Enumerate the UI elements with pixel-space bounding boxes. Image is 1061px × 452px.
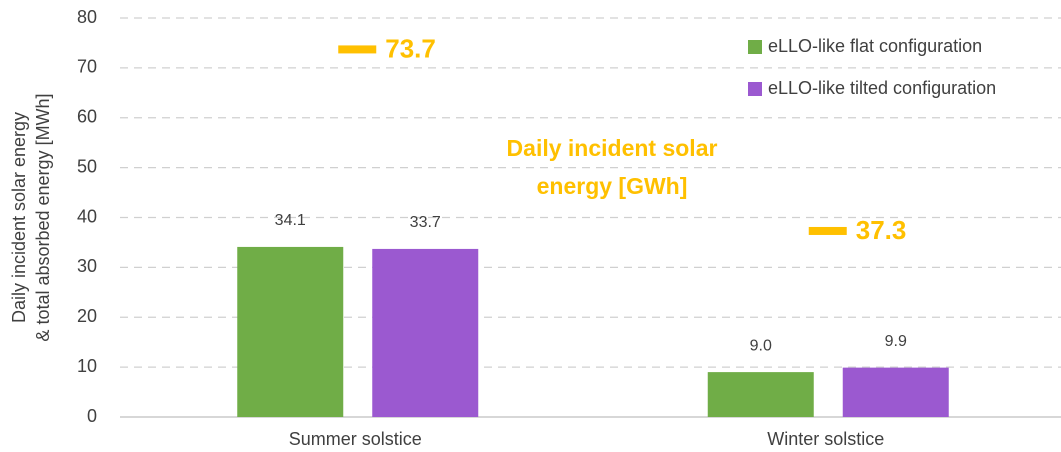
annotation: energy [GWh] [537, 173, 688, 199]
value-label: 9.0 [750, 337, 772, 354]
marker-label: 37.3 [856, 215, 907, 245]
legend-label: eLLO-like tilted configuration [768, 78, 996, 98]
y-axis-label-line: & total absorbed energy [MWh] [33, 93, 53, 341]
x-tick-label: Winter solstice [767, 429, 884, 449]
y-axis-label-line: Daily incident solar energy [9, 112, 29, 323]
y-axis-label: Daily incident solar energy & total absor… [9, 93, 53, 341]
value-label: 34.1 [275, 212, 306, 229]
legend-swatch [748, 82, 762, 96]
y-tick-label: 20 [77, 306, 97, 326]
value-label: 33.7 [410, 214, 441, 231]
bar [842, 367, 949, 417]
legend-swatch [748, 40, 762, 54]
y-tick-label: 30 [77, 256, 97, 276]
y-tick-label: 60 [77, 107, 97, 127]
y-tick-label: 80 [77, 7, 97, 27]
marker [338, 45, 377, 54]
y-tick-label: 70 [77, 57, 97, 77]
marker [808, 226, 847, 235]
annotation: Daily incident solar [507, 135, 718, 161]
y-tick-label: 10 [77, 356, 97, 376]
marker-label: 73.7 [385, 33, 436, 63]
legend-label: eLLO-like flat configuration [768, 36, 982, 56]
bar [372, 248, 479, 417]
x-tick-label: Summer solstice [289, 429, 422, 449]
bar [707, 372, 814, 417]
value-label: 9.9 [885, 333, 907, 350]
y-tick-label: 0 [87, 406, 97, 426]
y-tick-label: 50 [77, 156, 97, 176]
y-tick-label: 40 [77, 206, 97, 226]
bar [237, 246, 344, 417]
